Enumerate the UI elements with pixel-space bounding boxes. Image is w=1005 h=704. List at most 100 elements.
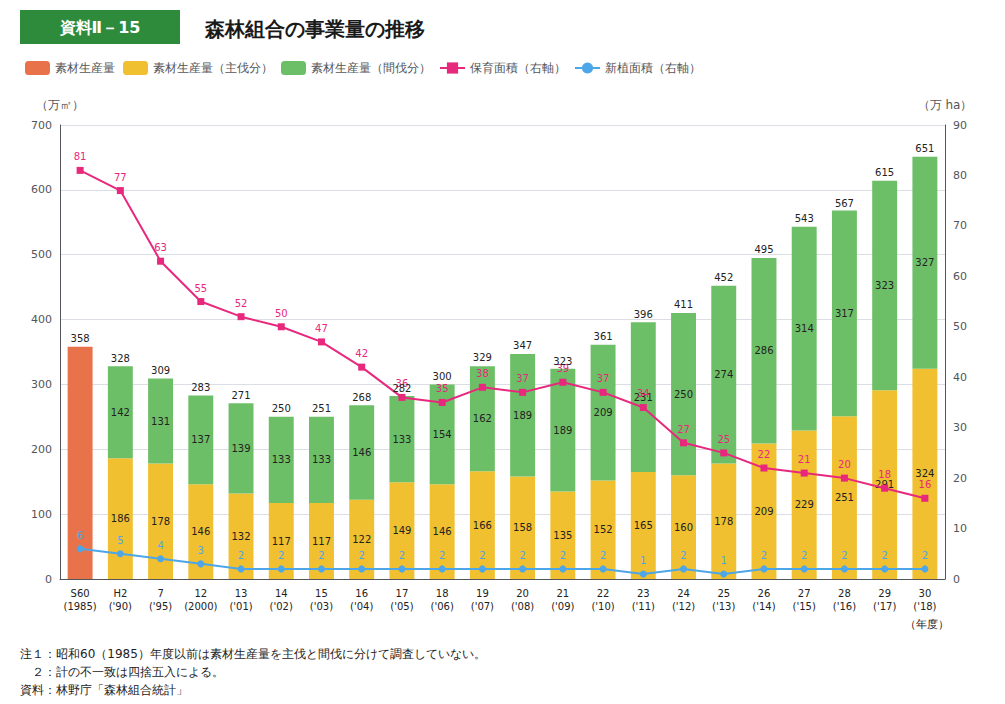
svg-text:251: 251 [312,403,331,414]
svg-text:('04): ('04) [350,601,373,612]
svg-text:（万 ha）: （万 ha） [918,98,973,112]
svg-text:186: 186 [111,513,130,524]
svg-text:('90): ('90) [109,601,132,612]
svg-text:178: 178 [151,516,170,527]
svg-text:27: 27 [677,424,690,435]
svg-text:('03): ('03) [310,601,333,612]
svg-text:('01): ('01) [229,601,252,612]
svg-text:135: 135 [553,530,572,541]
svg-text:2: 2 [439,550,445,561]
svg-text:80: 80 [953,169,967,182]
svg-text:('07): ('07) [471,601,494,612]
svg-text:300: 300 [433,371,452,382]
svg-text:('17): ('17) [873,601,896,612]
svg-text:250: 250 [272,403,291,414]
svg-text:22: 22 [758,449,771,460]
svg-text:50: 50 [275,308,288,319]
svg-text:133: 133 [312,454,331,465]
svg-text:2: 2 [359,550,365,561]
svg-text:20: 20 [838,459,851,470]
svg-text:166: 166 [473,520,492,531]
svg-text:189: 189 [513,410,532,421]
svg-text:165: 165 [634,520,653,531]
svg-text:309: 309 [151,365,170,376]
svg-text:158: 158 [513,522,532,533]
svg-text:30: 30 [919,588,932,599]
svg-text:21: 21 [798,454,811,465]
svg-text:('13): ('13) [712,601,735,612]
svg-text:250: 250 [674,389,693,400]
svg-text:7: 7 [157,588,163,599]
svg-text:37: 37 [597,373,610,384]
svg-text:2: 2 [278,550,284,561]
svg-text:17: 17 [396,588,409,599]
svg-text:47: 47 [315,323,328,334]
svg-text:37: 37 [516,373,529,384]
svg-text:27: 27 [798,588,811,599]
svg-text:400: 400 [31,313,52,326]
svg-text:189: 189 [553,425,572,436]
svg-text:森林組合の事業量の推移: 森林組合の事業量の推移 [204,17,425,41]
svg-text:('14): ('14) [752,601,775,612]
svg-text:133: 133 [272,454,291,465]
svg-text:15: 15 [315,588,328,599]
svg-text:(2000): (2000) [184,601,217,612]
svg-text:18: 18 [878,469,891,480]
svg-text:251: 251 [835,492,854,503]
svg-text:素材生産量（主伐分）: 素材生産量（主伐分） [153,61,273,75]
svg-text:567: 567 [835,198,854,209]
svg-text:209: 209 [594,407,613,418]
svg-text:('16): ('16) [833,601,856,612]
svg-text:42: 42 [355,348,368,359]
svg-text:651: 651 [915,143,934,154]
svg-text:S60: S60 [71,588,90,599]
svg-text:4: 4 [157,540,163,551]
svg-text:131: 131 [151,416,170,427]
svg-text:25: 25 [717,434,730,445]
svg-text:保育面積（右軸）: 保育面積（右軸） [470,61,566,75]
svg-text:2: 2 [841,550,847,561]
svg-text:2: 2 [922,550,928,561]
svg-text:0: 0 [953,573,960,586]
svg-text:282: 282 [392,383,411,394]
svg-text:('05): ('05) [390,601,413,612]
svg-text:注１：昭和60（1985）年度以前は素材生産量を主伐と間伐に: 注１：昭和60（1985）年度以前は素材生産量を主伐と間伐に分けて調査していない… [20,647,486,661]
svg-text:('06): ('06) [431,601,454,612]
svg-text:146: 146 [433,526,452,537]
svg-text:19: 19 [476,588,489,599]
svg-text:52: 52 [235,298,248,309]
svg-text:358: 358 [71,333,90,344]
svg-text:10: 10 [953,522,967,535]
svg-text:23: 23 [637,588,650,599]
svg-text:55: 55 [194,283,207,294]
svg-text:100: 100 [31,508,52,521]
svg-text:24: 24 [677,588,690,599]
svg-text:40: 40 [953,371,967,384]
svg-text:34: 34 [637,388,650,399]
svg-text:328: 328 [111,353,130,364]
svg-text:286: 286 [754,345,773,356]
svg-text:700: 700 [31,119,52,132]
svg-text:0: 0 [45,573,52,586]
svg-text:323: 323 [553,356,572,367]
svg-text:160: 160 [674,522,693,533]
svg-text:268: 268 [352,392,371,403]
svg-text:70: 70 [953,219,967,232]
svg-text:25: 25 [717,588,730,599]
svg-text:2: 2 [519,550,525,561]
svg-text:2: 2 [560,550,566,561]
svg-text:209: 209 [754,506,773,517]
svg-text:396: 396 [634,309,653,320]
svg-text:361: 361 [594,331,613,342]
svg-text:139: 139 [231,443,250,454]
svg-text:20: 20 [953,472,967,485]
svg-text:資料：林野庁「森林組合統計」: 資料：林野庁「森林組合統計」 [20,683,188,697]
svg-text:329: 329 [473,352,492,363]
svg-text:50: 50 [953,320,967,333]
svg-text:3: 3 [198,545,204,556]
svg-text:12: 12 [194,588,207,599]
svg-text:314: 314 [795,323,814,334]
svg-text:90: 90 [953,119,967,132]
svg-text:26: 26 [758,588,771,599]
svg-text:162: 162 [473,413,492,424]
